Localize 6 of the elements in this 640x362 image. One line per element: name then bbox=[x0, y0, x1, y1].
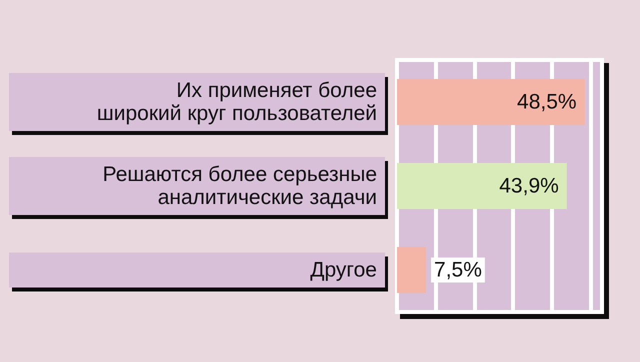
data-label: 7,5% bbox=[434, 258, 482, 282]
y-tick-label: Другое bbox=[310, 258, 377, 282]
data-label: 48,5% bbox=[517, 90, 577, 114]
y-tick-label: Их применяет более широкий круг пользователей bbox=[96, 79, 377, 125]
data-label: 43,9% bbox=[499, 174, 559, 198]
y-tick-label: Решаются более серьезные аналитические задачи bbox=[102, 163, 377, 209]
